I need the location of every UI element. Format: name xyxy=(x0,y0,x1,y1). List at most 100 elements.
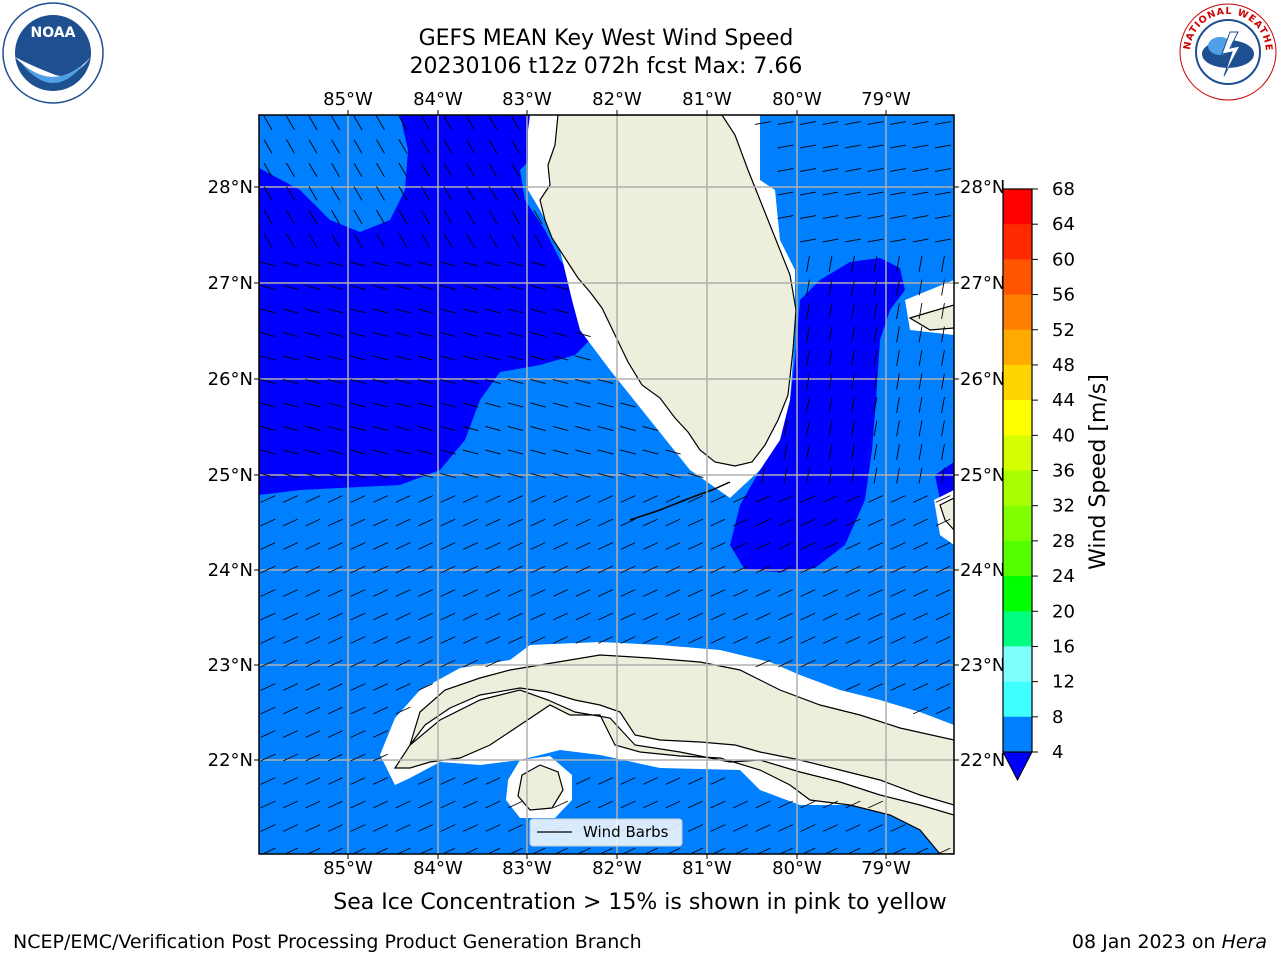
wind-barb xyxy=(485,659,501,668)
lon-label-bottom: 79°W xyxy=(861,858,911,879)
lon-label-top: 83°W xyxy=(502,89,552,110)
wind-barb xyxy=(935,565,951,574)
wind-barb xyxy=(575,612,591,621)
wind-barb xyxy=(823,659,838,668)
wind-barb xyxy=(530,472,546,479)
wind-barb xyxy=(350,355,366,361)
wind-barb xyxy=(263,162,273,178)
wind-barb xyxy=(851,279,855,296)
wind-barb xyxy=(485,612,501,621)
wind-barb xyxy=(417,331,434,338)
wind-barb xyxy=(395,472,411,479)
wind-barb xyxy=(440,612,456,621)
wind-barb xyxy=(896,373,900,390)
wind-barb xyxy=(755,659,771,668)
colorbar-tick-label: 16 xyxy=(1052,636,1075,657)
wind-barb xyxy=(305,518,321,527)
colorbar-tick-label: 52 xyxy=(1052,320,1075,341)
wind-barb xyxy=(935,518,951,527)
wind-barb xyxy=(260,284,276,291)
wind-barb xyxy=(395,425,411,432)
wind-barb xyxy=(643,589,658,597)
wind-barb xyxy=(398,139,408,154)
wind-barb xyxy=(418,518,433,527)
wind-barb xyxy=(328,518,343,527)
wind-barb xyxy=(282,472,299,479)
wind-barb xyxy=(463,612,478,621)
wind-barb xyxy=(327,425,344,432)
wind-barb xyxy=(806,303,810,319)
wind-barb xyxy=(511,186,520,201)
wind-barb xyxy=(463,565,478,574)
wind-barb xyxy=(395,518,411,527)
wind-barb xyxy=(376,139,385,154)
wind-barb xyxy=(328,800,343,809)
wind-barb xyxy=(376,162,385,178)
wind-barb xyxy=(845,659,861,668)
wind-barb xyxy=(867,238,884,243)
wind-barb xyxy=(395,683,411,691)
wind-barb xyxy=(417,402,434,408)
wind-barb xyxy=(935,168,951,172)
wind-barb xyxy=(800,518,816,527)
wind-barb xyxy=(372,308,389,314)
wind-barb xyxy=(913,683,928,691)
wind-barb xyxy=(575,402,591,408)
wind-barb xyxy=(350,777,366,785)
wind-barb xyxy=(350,331,366,338)
wind-barb xyxy=(530,542,546,550)
wind-barb xyxy=(395,636,411,644)
lat-label-right: 22°N xyxy=(960,750,1005,771)
wind-barb xyxy=(260,706,276,715)
wind-barb xyxy=(395,800,411,809)
wind-barb xyxy=(395,565,411,574)
wind-barb xyxy=(806,279,810,296)
wind-barb xyxy=(507,378,524,385)
wind-barb xyxy=(260,402,276,408)
wind-barb xyxy=(305,425,321,432)
wind-barb xyxy=(327,402,344,408)
wind-barb xyxy=(755,121,771,125)
wind-barb xyxy=(462,425,479,432)
wind-barb xyxy=(485,565,501,574)
wind-barb xyxy=(665,542,681,550)
colorbar-segment xyxy=(1003,400,1032,436)
wind-barb xyxy=(868,824,883,832)
wind-barb xyxy=(440,284,456,291)
colorbar: 68 64 60 56 52 48 44 40 36 32 28 24 20 16 12 8 4 xyxy=(1002,179,1075,782)
wind-barb xyxy=(530,355,546,361)
wind-barb xyxy=(462,284,479,291)
wind-barb xyxy=(778,612,793,621)
wind-barb xyxy=(286,186,295,201)
wind-barb xyxy=(851,467,855,484)
wind-barb xyxy=(308,162,318,178)
wind-barb xyxy=(575,636,591,644)
wind-barb xyxy=(440,355,456,361)
wind-barb xyxy=(941,444,945,460)
wind-barb xyxy=(373,518,388,527)
lon-label-top: 82°W xyxy=(592,89,642,110)
wind-barb xyxy=(873,326,878,343)
wind-barb xyxy=(263,115,273,131)
wind-barb xyxy=(305,683,321,691)
wind-barb xyxy=(466,233,475,248)
footer-date: 08 Jan 2023 on Hera xyxy=(1072,931,1267,953)
wind-barb xyxy=(462,472,479,479)
wind-barb xyxy=(286,162,295,178)
wind-barb xyxy=(260,753,276,762)
colorbar-segment xyxy=(1003,576,1032,612)
lon-label-bottom: 84°W xyxy=(413,858,463,879)
wind-barb xyxy=(373,730,388,738)
wind-barb xyxy=(418,612,433,621)
wind-barb xyxy=(508,542,523,550)
wind-barb xyxy=(440,800,456,809)
wind-barb xyxy=(508,495,523,503)
wind-barb xyxy=(851,326,855,343)
wind-barb xyxy=(642,425,659,432)
wind-barb xyxy=(845,238,861,243)
wind-barb xyxy=(488,162,498,178)
wind-barb xyxy=(868,800,883,809)
lon-label-bottom: 80°W xyxy=(772,858,822,879)
wind-barb xyxy=(260,589,276,597)
wind-barb xyxy=(778,565,793,574)
